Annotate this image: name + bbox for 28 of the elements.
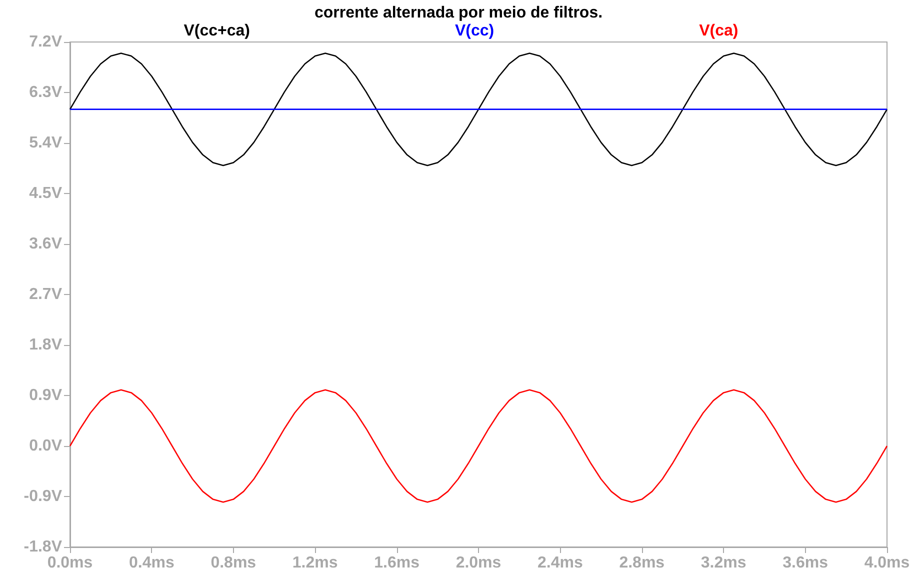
line-series — [69, 52, 888, 166]
line-series — [69, 389, 888, 503]
text: V(cc+ca) — [184, 22, 250, 40]
x-tick-label: 2.8ms — [619, 554, 665, 572]
y-tick-label: 0.9V — [29, 387, 62, 404]
x-tick-label: 1.6ms — [374, 554, 420, 572]
x-tick-label: 3.2ms — [700, 554, 746, 572]
y-tick-label: 4.5V — [29, 185, 62, 202]
x-tick-label: 4.0ms — [864, 554, 910, 572]
y-tick-label: 7.2V — [29, 34, 62, 50]
y-tick-label: -1.8V — [24, 538, 62, 556]
y-tick-label: 0.0V — [29, 438, 62, 454]
x-tick-label: 2.4ms — [538, 554, 583, 572]
text: V(ca) — [699, 22, 738, 40]
x-tick-label: 3.6ms — [782, 554, 828, 572]
text: V(cc) — [455, 22, 494, 40]
x-tick-label: 1.2ms — [292, 554, 338, 572]
x-tick-label: 0.8ms — [210, 554, 256, 572]
x-tick-label: 2.0ms — [456, 554, 502, 572]
y-tick-label: 6.3V — [29, 84, 62, 101]
y-tick-label: 1.8V — [29, 336, 62, 354]
y-tick-label: -0.9V — [24, 488, 62, 505]
y-tick-label: 2.7V — [29, 286, 62, 303]
x-tick-label: 0.0ms — [47, 554, 93, 572]
chart-title: corrente alternada por meio de filtros. — [314, 4, 603, 22]
y-tick-label: 5.4V — [29, 134, 62, 152]
y-tick-label: 3.6V — [29, 236, 62, 252]
x-tick-label: 0.4ms — [129, 554, 174, 572]
